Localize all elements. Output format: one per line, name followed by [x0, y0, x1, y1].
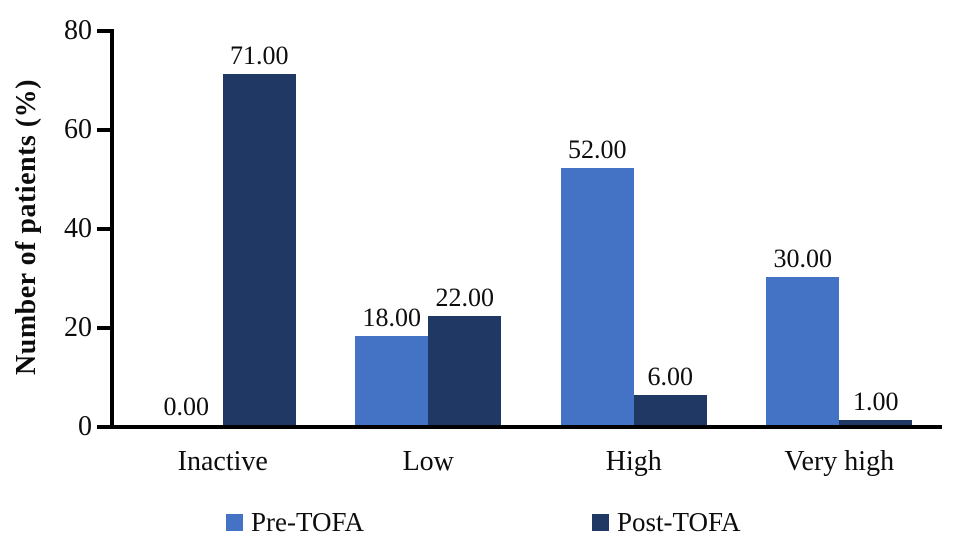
legend-label: Post-TOFA [617, 507, 741, 537]
bar-pre-tofa-very-high [766, 276, 840, 425]
x-category-label-high: High [605, 446, 662, 477]
x-category-label-very-high: Very high [784, 446, 895, 477]
legend-swatch-icon [226, 514, 243, 531]
x-category-label-inactive: Inactive [177, 446, 268, 477]
bar-value-label: 6.00 [647, 362, 694, 392]
bar-post-tofa-high [633, 395, 707, 425]
y-axis-line [110, 29, 114, 429]
y-tick-label: 40 [64, 213, 92, 244]
bar-value-label: 22.00 [435, 283, 495, 313]
bar-post-tofa-low [428, 316, 502, 425]
legend-label: Pre-TOFA [251, 507, 364, 537]
y-tick-mark [97, 29, 110, 33]
y-tick-mark [97, 227, 110, 231]
bar-post-tofa-inactive [222, 73, 296, 425]
y-tick-mark [97, 326, 110, 330]
x-category-label-low: Low [402, 446, 454, 477]
bar-value-label: 18.00 [362, 302, 422, 332]
x-axis-line [110, 425, 942, 429]
bar-value-label: 71.00 [230, 40, 289, 70]
bar-value-label: 52.00 [568, 134, 627, 164]
bar-pre-tofa-low [355, 335, 429, 425]
bar-value-label: 0.00 [163, 392, 210, 421]
y-tick-mark [97, 128, 110, 132]
y-tick-label: 80 [64, 15, 92, 46]
legend-item-post-tofa: Post-TOFA [592, 506, 741, 538]
y-tick-label: 60 [64, 114, 92, 145]
bar-post-tofa-very-high [839, 420, 913, 425]
y-tick-label: 20 [64, 312, 92, 343]
legend-item-pre-tofa: Pre-TOFA [226, 506, 364, 538]
y-tick-label: 0 [78, 411, 92, 442]
bar-value-label: 30.00 [773, 243, 833, 273]
bar-pre-tofa-high [560, 167, 634, 425]
legend-swatch-icon [592, 514, 609, 531]
y-tick-mark [97, 425, 110, 429]
bar-value-label: 1.00 [853, 387, 899, 417]
legend: Pre-TOFA Post-TOFA [0, 506, 976, 540]
